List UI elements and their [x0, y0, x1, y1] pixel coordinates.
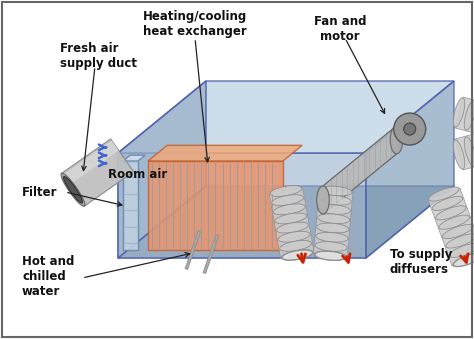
Text: To supply
diffusers: To supply diffusers	[390, 248, 452, 276]
Polygon shape	[323, 126, 397, 214]
Ellipse shape	[318, 214, 350, 224]
Text: Hot and
chilled
water: Hot and chilled water	[22, 255, 74, 298]
Ellipse shape	[273, 204, 305, 215]
Ellipse shape	[453, 140, 465, 169]
Ellipse shape	[318, 205, 350, 214]
Polygon shape	[118, 81, 454, 153]
Ellipse shape	[442, 224, 473, 239]
Polygon shape	[148, 161, 283, 250]
Ellipse shape	[315, 251, 346, 260]
Polygon shape	[366, 81, 454, 258]
Polygon shape	[313, 190, 353, 257]
Ellipse shape	[278, 231, 310, 242]
Ellipse shape	[64, 177, 82, 203]
Polygon shape	[123, 155, 145, 161]
Polygon shape	[62, 139, 134, 206]
Ellipse shape	[317, 223, 349, 233]
Ellipse shape	[429, 187, 459, 201]
Polygon shape	[63, 141, 118, 185]
Ellipse shape	[270, 186, 302, 196]
Ellipse shape	[276, 222, 309, 233]
Polygon shape	[148, 145, 302, 161]
Ellipse shape	[439, 215, 470, 229]
Ellipse shape	[464, 137, 474, 166]
Ellipse shape	[280, 240, 311, 251]
Ellipse shape	[394, 113, 426, 145]
Ellipse shape	[404, 123, 416, 135]
Ellipse shape	[432, 196, 463, 211]
Text: Fresh air
supply duct: Fresh air supply duct	[60, 42, 137, 70]
Ellipse shape	[449, 243, 474, 257]
Polygon shape	[118, 81, 206, 258]
Ellipse shape	[317, 186, 329, 214]
Ellipse shape	[464, 101, 474, 130]
Text: Heating/cooling
heat exchanger: Heating/cooling heat exchanger	[143, 10, 247, 38]
Ellipse shape	[272, 195, 303, 205]
Polygon shape	[428, 188, 474, 265]
Polygon shape	[123, 161, 138, 250]
Text: Room air: Room air	[108, 168, 167, 181]
Text: Filter: Filter	[22, 185, 57, 199]
Polygon shape	[455, 97, 474, 149]
Text: Fan and
motor: Fan and motor	[314, 15, 366, 43]
Ellipse shape	[454, 253, 474, 266]
Ellipse shape	[314, 251, 346, 261]
Ellipse shape	[282, 250, 312, 260]
Polygon shape	[118, 186, 454, 258]
Ellipse shape	[316, 233, 348, 242]
Ellipse shape	[275, 213, 307, 224]
Polygon shape	[455, 118, 474, 170]
Ellipse shape	[453, 98, 465, 127]
Ellipse shape	[320, 186, 352, 196]
Polygon shape	[269, 188, 314, 258]
Ellipse shape	[453, 253, 474, 267]
Polygon shape	[118, 153, 366, 258]
Ellipse shape	[319, 195, 351, 205]
Ellipse shape	[61, 173, 85, 206]
Ellipse shape	[446, 234, 474, 248]
Ellipse shape	[436, 206, 466, 220]
Ellipse shape	[282, 250, 313, 260]
Ellipse shape	[315, 242, 347, 251]
Ellipse shape	[390, 126, 403, 154]
